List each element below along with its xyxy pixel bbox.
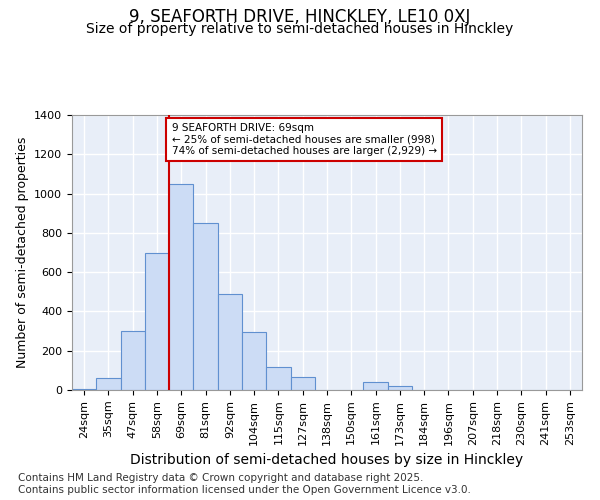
Text: 9 SEAFORTH DRIVE: 69sqm
← 25% of semi-detached houses are smaller (998)
74% of s: 9 SEAFORTH DRIVE: 69sqm ← 25% of semi-de… bbox=[172, 123, 437, 156]
Bar bbox=[72, 389, 96, 390]
Text: 9, SEAFORTH DRIVE, HINCKLEY, LE10 0XJ: 9, SEAFORTH DRIVE, HINCKLEY, LE10 0XJ bbox=[130, 8, 470, 26]
Bar bbox=[242, 332, 266, 390]
Bar bbox=[290, 377, 315, 390]
Bar bbox=[388, 386, 412, 390]
Text: Contains HM Land Registry data © Crown copyright and database right 2025.
Contai: Contains HM Land Registry data © Crown c… bbox=[18, 474, 471, 495]
Bar bbox=[121, 331, 145, 390]
Text: Size of property relative to semi-detached houses in Hinckley: Size of property relative to semi-detach… bbox=[86, 22, 514, 36]
Bar bbox=[193, 223, 218, 390]
Bar bbox=[145, 252, 169, 390]
Bar bbox=[96, 378, 121, 390]
Bar bbox=[218, 294, 242, 390]
Bar bbox=[266, 368, 290, 390]
X-axis label: Distribution of semi-detached houses by size in Hinckley: Distribution of semi-detached houses by … bbox=[130, 453, 524, 467]
Bar bbox=[364, 382, 388, 390]
Bar bbox=[169, 184, 193, 390]
Y-axis label: Number of semi-detached properties: Number of semi-detached properties bbox=[16, 137, 29, 368]
